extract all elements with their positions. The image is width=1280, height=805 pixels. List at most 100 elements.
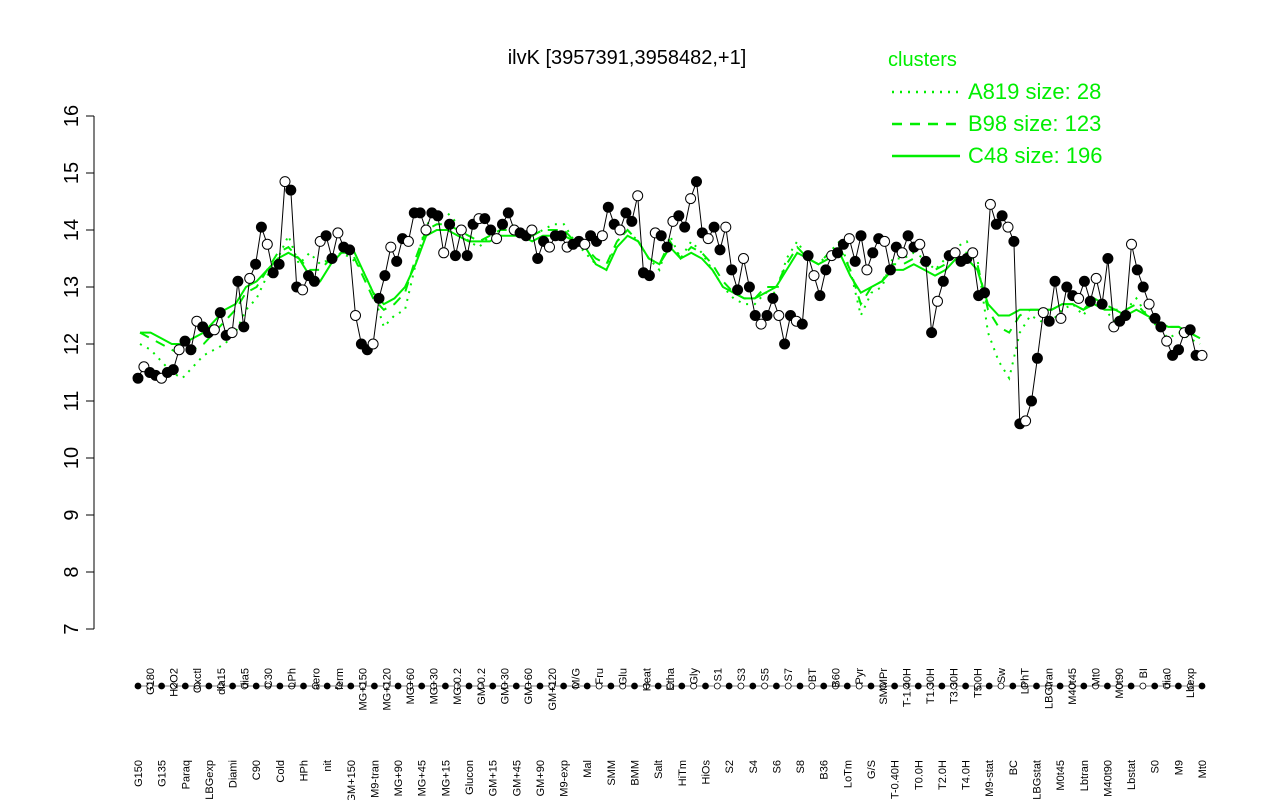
x-tick-label: dia5 [239,668,251,689]
x-tick-label: M9-stat [984,760,996,797]
x-rug-marker [808,682,816,690]
x-rug-marker [1175,682,1182,690]
x-rug-marker [1163,682,1170,690]
data-point [1096,298,1108,310]
x-tick-label: MG+45 [417,760,429,796]
x-rug-marker [962,682,969,690]
x-rug-marker [631,682,638,690]
data-point [749,310,761,321]
x-rug-marker [761,682,768,690]
data-point [820,264,832,276]
x-rug-marker [749,682,757,690]
data-point [796,318,808,330]
data-point [420,224,432,236]
data-point [808,270,820,282]
x-tick-label: GM+45 [511,760,523,796]
x-tick-label: nit [322,760,334,772]
x-rug-marker [430,682,438,690]
data-point [544,241,555,253]
data-point [1143,298,1155,310]
data-point [273,258,285,270]
x-rug-marker [1044,682,1052,690]
x-tick-label: S1 [712,668,724,681]
x-tick-label: MG+15 [440,760,452,796]
x-tick-label: Heat [641,668,653,691]
data-point [326,253,338,264]
x-tick-label: B36 [819,760,831,780]
data-point [267,267,279,279]
x-rug-marker [654,682,662,690]
x-rug-marker [607,682,615,690]
data-point [173,344,185,356]
data-point [914,238,926,250]
data-point [1008,235,1020,247]
x-tick-label: Mt0 [1091,668,1103,686]
x-tick-label: M40t90 [1102,760,1114,797]
x-tick-label: T1.30H [925,668,937,704]
x-rug-marker [217,682,225,690]
data-point [632,190,644,202]
data-point [814,290,826,302]
data-point [967,247,979,259]
x-rug-marker [370,682,378,690]
x-rug-marker [560,682,567,690]
data-point [779,338,791,350]
y-tick-label: 7 [61,623,83,634]
x-rug-marker [264,682,272,690]
x-rug-marker [997,682,1005,690]
x-tick-label: dia0 [1162,668,1174,689]
data-point [208,324,220,336]
data-point [485,224,497,236]
x-rug-marker [406,682,414,690]
data-point [661,241,673,253]
x-rug-marker [146,682,154,690]
data-point [497,218,508,230]
x-tick-label: M0t45 [1055,760,1067,791]
data-point [1078,275,1090,287]
data-point [843,233,855,245]
data-point [491,233,503,245]
data-point [702,233,714,245]
data-point [755,318,767,330]
x-tick-label: Cold [275,760,287,783]
data-point [1120,310,1132,321]
data-point [726,264,738,276]
data-point [685,193,697,205]
data-point [308,275,320,287]
data-point [1090,272,1102,284]
x-rug-marker [536,682,544,690]
x-rug-marker [1151,682,1159,690]
x-rug-marker [914,682,922,690]
x-tick-label: M9 [1173,760,1185,775]
x-rug-marker [240,682,248,690]
data-point [526,224,538,236]
y-axis: 7 8 9 10 11 12 13 14 15 16 [61,105,95,635]
x-tick-label: M/G [570,668,582,689]
x-rug-marker [288,682,296,690]
x-rug-marker [666,682,674,690]
y-tick-label: 10 [61,447,83,469]
x-rug-marker [418,682,426,690]
data-point [444,218,456,230]
x-tick-label: M0t90 [1114,668,1126,699]
x-tick-label: GM+90 [535,760,547,796]
x-rug-marker [252,682,260,690]
x-tick-label: MG+90 [393,760,405,796]
x-tick-label: T5.0H [972,668,984,698]
data-point [849,255,861,267]
x-rug-marker [702,682,709,690]
x-tick-label: G180 [145,668,157,695]
data-point [385,241,397,253]
data-point [373,292,385,304]
data-point [1031,352,1043,364]
data-point [602,201,614,213]
x-rug-marker [950,682,958,690]
x-tick-label: G135 [157,760,169,787]
data-point [990,218,1002,230]
data-point [255,221,267,233]
x-tick-label: H2O2 [169,668,181,697]
data-point [344,244,356,256]
x-tick-label: GM-0.2 [476,668,488,705]
x-tick-label: BC [1008,760,1020,775]
